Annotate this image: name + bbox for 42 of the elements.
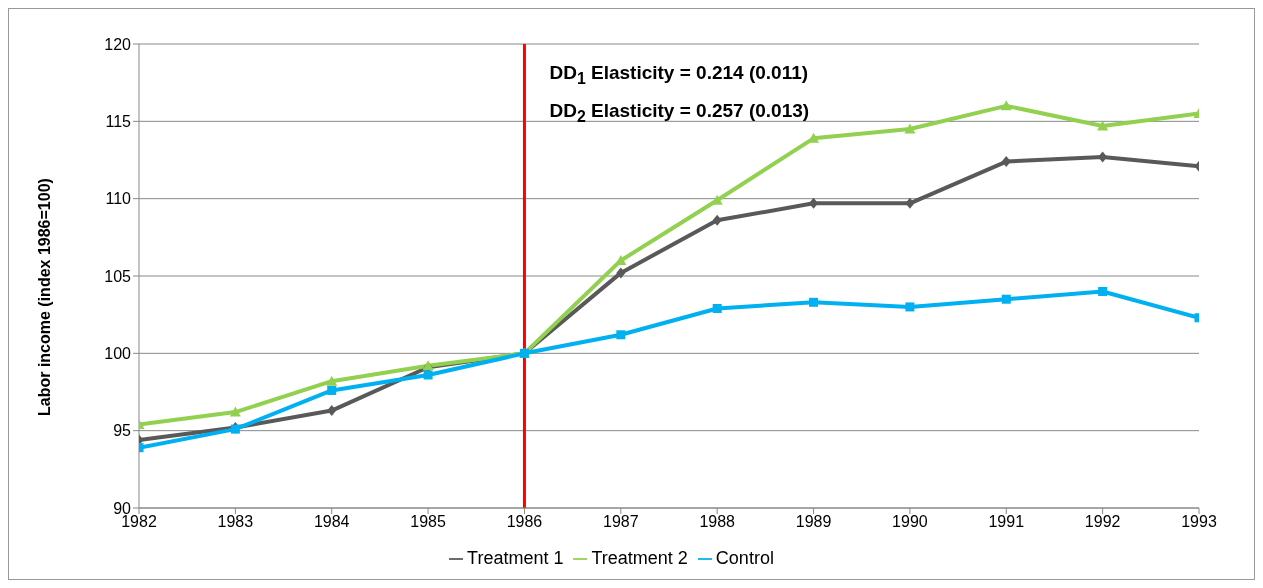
x-tick-label: 1992 xyxy=(1084,513,1121,531)
annotation: DD$_{2}$ Elasticity = 0.257 (0.013) xyxy=(549,98,810,127)
point xyxy=(1000,100,1012,111)
point xyxy=(905,197,915,209)
point xyxy=(809,297,819,307)
legend-label: Control xyxy=(715,548,774,568)
y-tick-label: 110 xyxy=(105,190,132,208)
x-tick-label: 1993 xyxy=(1181,513,1217,531)
x-tick-label: 1990 xyxy=(892,513,928,531)
x-tick-label: 1988 xyxy=(699,513,736,531)
point xyxy=(1098,286,1108,296)
point xyxy=(1001,294,1011,304)
legend-label: Treatment 1 xyxy=(467,548,564,568)
x-tick-label: 1986 xyxy=(506,513,543,531)
point xyxy=(229,406,241,417)
point xyxy=(904,123,916,134)
annotation: DD$_{1}$ Elasticity = 0.214 (0.011) xyxy=(549,61,810,89)
point xyxy=(327,405,337,417)
point xyxy=(326,375,338,386)
y-tick-label: 105 xyxy=(104,267,132,285)
x-tick-label: 1989 xyxy=(795,513,832,531)
legend-label: Treatment 2 xyxy=(591,548,688,568)
point xyxy=(1097,120,1109,131)
y-tick-label: 100 xyxy=(104,345,132,363)
y-axis-title: Labor income (index 1986=100) xyxy=(35,178,53,416)
point xyxy=(616,267,626,279)
point xyxy=(712,214,722,226)
x-tick-label: 1991 xyxy=(988,513,1025,531)
x-tick-label: 1983 xyxy=(217,513,254,531)
y-tick-label: 120 xyxy=(104,35,132,53)
x-tick-label: 1982 xyxy=(121,513,157,531)
point xyxy=(327,385,337,395)
x-tick-label: 1985 xyxy=(410,513,446,531)
y-tick-label: 95 xyxy=(113,422,132,440)
y-tick-label: 115 xyxy=(105,113,132,131)
point xyxy=(423,370,433,380)
point xyxy=(712,303,722,313)
point xyxy=(905,302,915,312)
point xyxy=(616,330,626,340)
x-tick-label: 1987 xyxy=(603,513,639,531)
x-tick-label: 1984 xyxy=(313,513,350,531)
point xyxy=(1001,156,1011,168)
